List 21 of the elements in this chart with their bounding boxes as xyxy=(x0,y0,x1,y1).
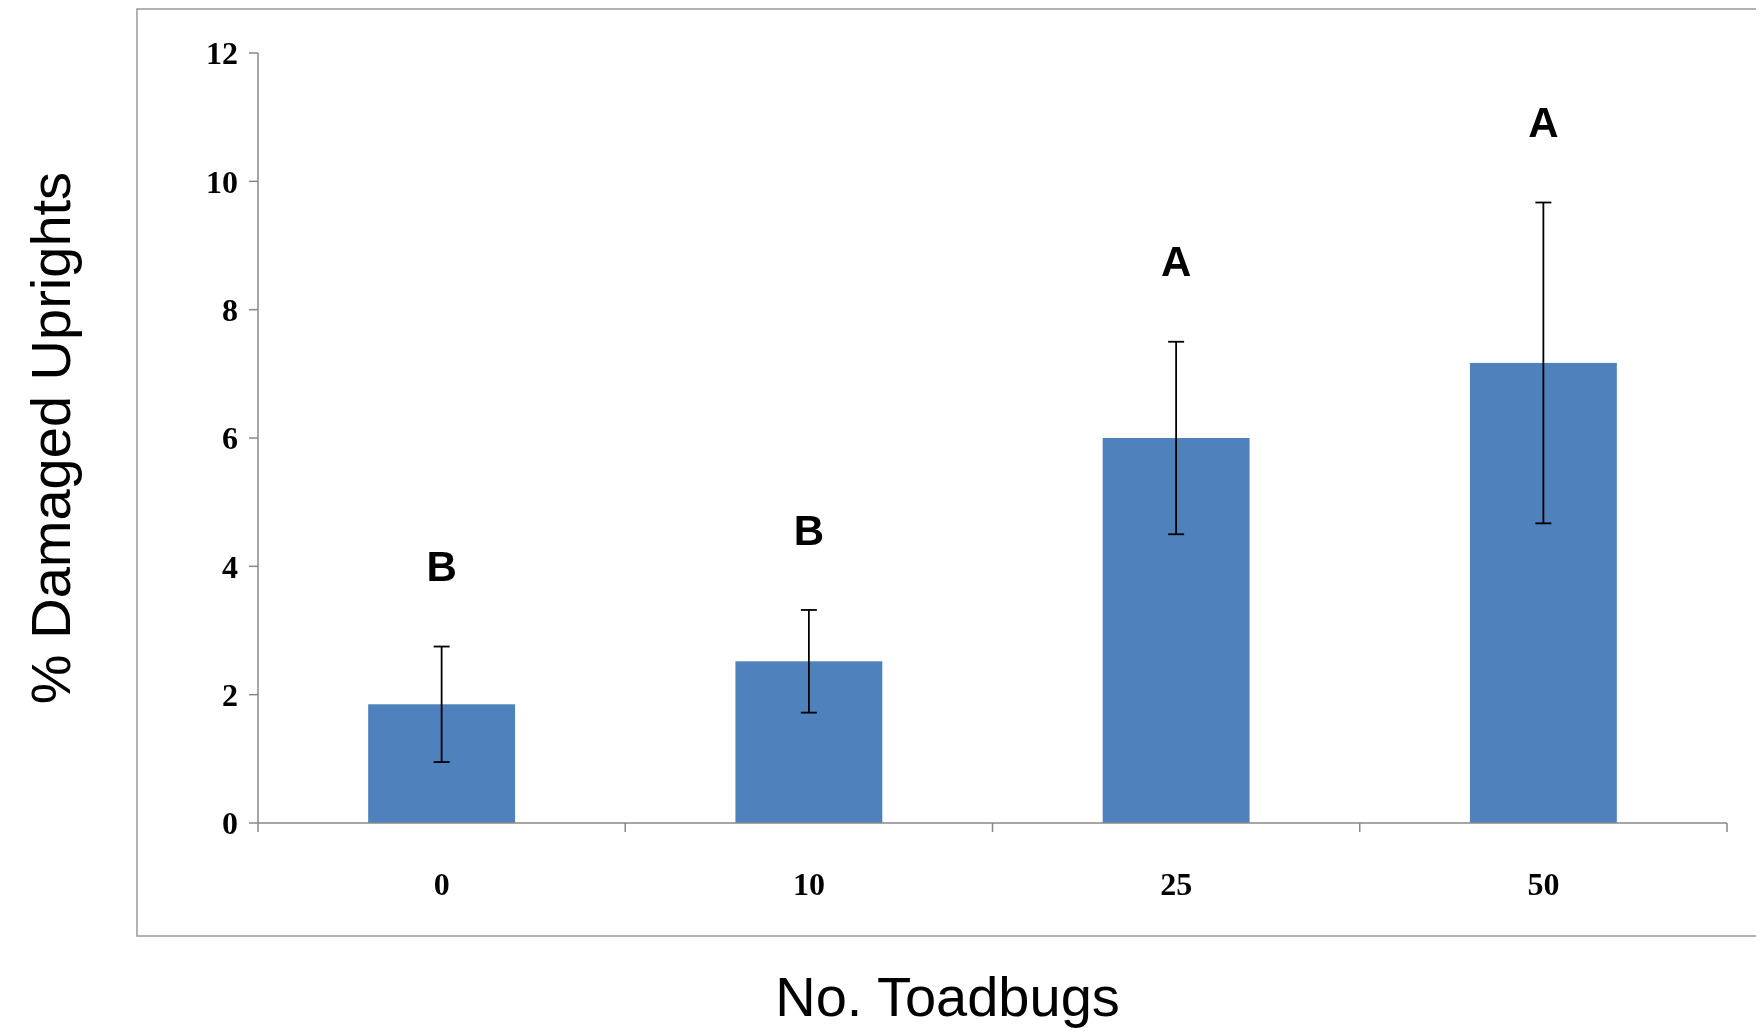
y-tick-label: 4 xyxy=(222,548,238,585)
x-tick-label: 10 xyxy=(792,866,825,902)
x-axis-title: No. Toadbugs xyxy=(775,965,1120,1028)
y-axis-title: % Damaged Uprights xyxy=(19,171,82,705)
bar xyxy=(368,704,516,823)
y-tick-label: 12 xyxy=(206,35,238,72)
x-tick-label: 25 xyxy=(1160,866,1193,902)
x-tick-label: 0 xyxy=(433,866,450,902)
bar xyxy=(735,661,883,823)
y-tick-label: 10 xyxy=(206,163,238,200)
annotation: A xyxy=(1528,99,1559,147)
y-tick-label: 6 xyxy=(222,420,238,457)
y-tick-label: 0 xyxy=(222,805,238,842)
x-tick-label: 50 xyxy=(1527,866,1560,902)
bar xyxy=(1469,362,1617,823)
bar xyxy=(1102,438,1250,823)
y-tick-label: 2 xyxy=(222,676,238,713)
annotation: B xyxy=(793,506,825,554)
annotation: A xyxy=(1160,238,1192,286)
y-tick-label: 8 xyxy=(222,291,238,328)
annotation: B xyxy=(426,543,457,591)
